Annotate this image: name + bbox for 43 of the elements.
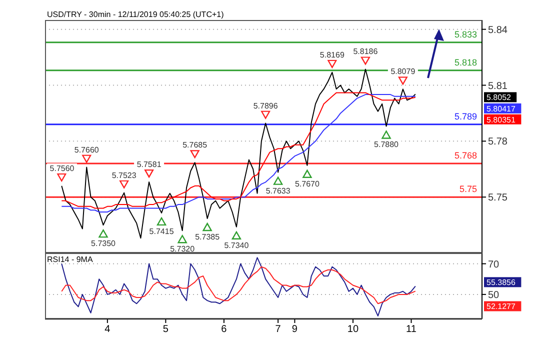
chart-title: USD/TRY - 30min - 12/11/2019 05:40:25 (UTC+1) xyxy=(47,10,224,19)
annotation: 5.8169 xyxy=(320,50,345,60)
x-tick-label: 11 xyxy=(406,324,417,336)
text: 5.80417 xyxy=(486,104,516,114)
text: 5.80351 xyxy=(486,115,516,124)
y-tick-label: 5.75 xyxy=(488,192,508,204)
y-tick-label: 5.78 xyxy=(488,136,508,148)
annotation: 5.7415 xyxy=(149,226,174,236)
x-tick-label: 10 xyxy=(347,324,359,336)
annotation: 5.8079 xyxy=(390,67,416,76)
x-tick-label: 4 xyxy=(104,324,111,336)
annotation: 5.7523 xyxy=(112,170,137,180)
annotation: 5.7896 xyxy=(253,101,278,110)
y-tick-label: 5.81 xyxy=(488,80,508,92)
ref-line-label: 5.789 xyxy=(454,111,477,122)
annotation: 5.7685 xyxy=(182,140,208,150)
annotation: 5.7560 xyxy=(50,164,75,173)
y-tick-label: 5.84 xyxy=(488,24,508,36)
x-tick-label: 9 xyxy=(292,324,298,336)
annotation: 5.7385 xyxy=(195,232,220,242)
chart-title: RSI14 - 9MA xyxy=(47,255,93,264)
annotation: 5.7670 xyxy=(294,179,320,188)
annotation: 5.7350 xyxy=(91,239,116,248)
annotation: 5.7340 xyxy=(224,240,250,250)
ref-line-label: 5.768 xyxy=(454,150,477,161)
y-tick-label: 50 xyxy=(488,290,500,301)
ref-line-label: 5.818 xyxy=(454,57,477,68)
x-tick-label: 7 xyxy=(275,324,282,336)
line-series xyxy=(61,266,416,304)
annotation: 5.7320 xyxy=(170,244,196,254)
ref-line-label: 5.75 xyxy=(459,184,477,194)
y-tick-label: 70 xyxy=(488,259,500,270)
x-tick-label: 6 xyxy=(221,324,228,336)
x-tick-label: 5 xyxy=(162,324,169,336)
annotation: 5.7660 xyxy=(74,145,100,154)
annotation: 5.7880 xyxy=(374,140,400,150)
annotation: 5.8186 xyxy=(353,47,378,56)
text: 55.3856 xyxy=(486,278,516,288)
annotation: 5.7581 xyxy=(136,160,162,169)
text: 52.1277 xyxy=(486,302,516,312)
annotation: 5.7633 xyxy=(266,186,291,196)
text: 5.8052 xyxy=(486,93,512,102)
ref-line-label: 5.833 xyxy=(454,29,477,40)
